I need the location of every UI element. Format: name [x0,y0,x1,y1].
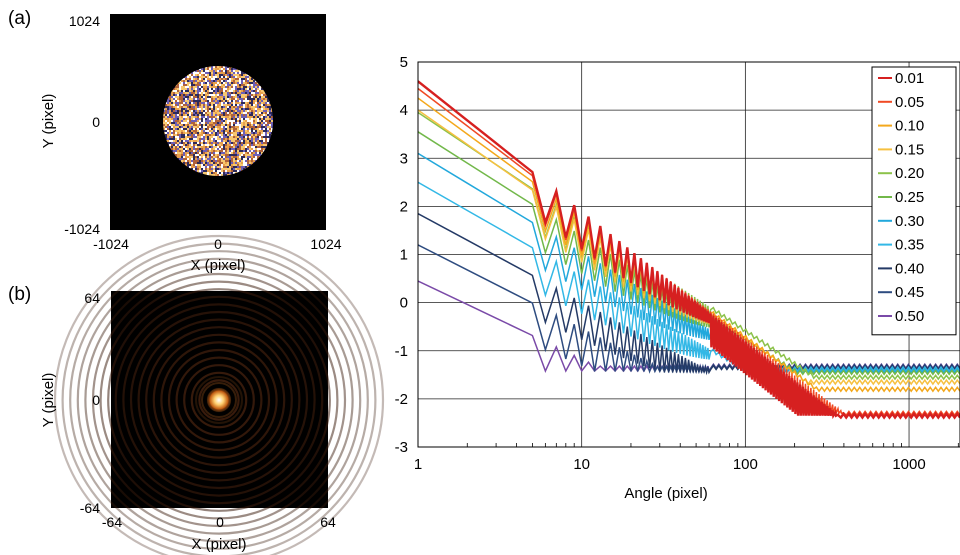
x-tick-label: 100 [733,456,758,473]
panel-b-xlabel: X (pixel) [191,536,246,553]
chart-series [418,80,960,420]
legend-label: 0.50 [895,308,924,325]
x-tick-label: 10 [573,456,590,473]
legend-label: 0.35 [895,237,924,254]
y-tick-label: -3 [395,439,408,456]
x-tick-label: 1 [414,456,422,473]
panel-a-ytick-mid: 0 [92,114,100,130]
legend-label: 0.25 [895,189,924,206]
y-tick-label: 1 [400,247,408,264]
speckle-disk [163,66,273,176]
legend-label: 0.05 [895,94,924,111]
legend-label: 0.40 [895,260,924,277]
legend-label: 0.01 [895,70,924,87]
panel-b-ytick-top: 64 [84,290,100,306]
panel-b-label: (b) [8,284,31,305]
legend-label: 0.10 [895,118,924,135]
x-tick-labels: 1 10 100 1000 [414,456,926,473]
panel-a-xtick-mid: 0 [214,236,222,252]
diffraction-rings [53,234,385,555]
diffraction-center [206,387,232,413]
legend-label: 0.30 [895,213,924,230]
chart-legend: 0.01 0.05 0.10 0.15 0.20 0.25 0.30 0.35 0.40 0.45… [871,66,957,336]
panel-b: (b) 64 0 -64 -64 0 64 X (pixel) Y (pixel… [8,234,385,555]
panel-a-ytick-bottom: -1024 [64,221,100,237]
panel-a-xtick-right: 1024 [310,236,341,252]
y-tick-label: -1 [395,343,408,360]
panel-a-ylabel: Y (pixel) [40,94,57,149]
panel-a-label: (a) [8,8,31,29]
plot-frame [417,61,960,448]
panel-a-xtick-left: -1024 [93,236,129,252]
y-tick-label: 3 [400,150,408,167]
panel-a-xlabel: X (pixel) [190,257,245,274]
legend-box [871,66,957,336]
y-tick-label: 2 [400,198,408,215]
x-tick-label: 1000 [892,456,925,473]
y-tick-label: 5 [400,54,408,71]
panel-a-ytick-top: 1024 [69,13,100,29]
panel-b-ylabel: Y (pixel) [40,373,57,428]
panel-b-xtick-right: 64 [320,514,336,530]
y-tick-label: -2 [395,391,408,408]
panel-b-xtick-mid: 0 [216,514,224,530]
legend-label: 0.20 [895,165,924,182]
y-tick-label: 4 [400,102,408,119]
y-tick-labels: 5 4 3 2 1 0 -1 -2 -3 [395,54,408,456]
legend-label: 0.15 [895,141,924,158]
panel-a: (a) 1024 0 -1024 -1024 0 1024 X (pixel) … [8,8,342,274]
series-line-0.01 [418,80,960,420]
y-tick-label: 0 [400,295,408,312]
panel-b-ytick-mid: 0 [92,392,100,408]
panel-b-ytick-bottom: -64 [80,500,100,516]
legend-label: 0.45 [895,284,924,301]
panel-b-xtick-left: -64 [102,514,122,530]
chart-xlabel: Angle (pixel) [624,485,707,502]
